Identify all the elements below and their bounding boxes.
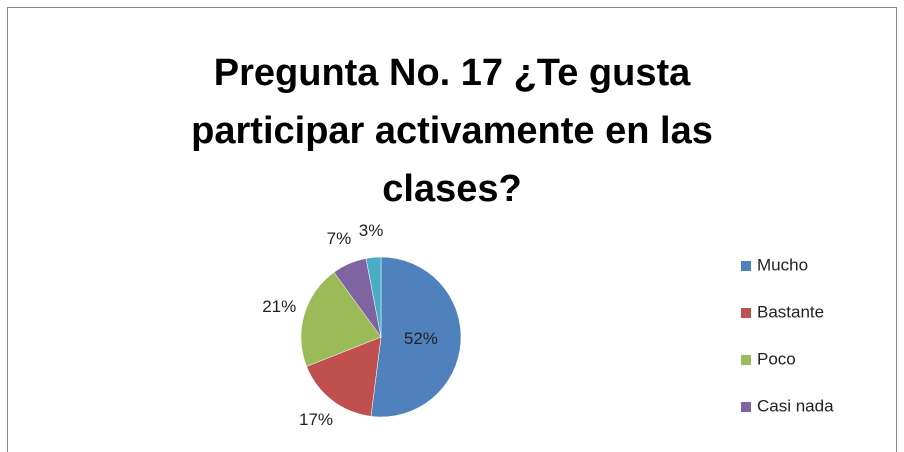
frame — [7, 7, 897, 452]
pie-slice — [365, 256, 382, 338]
pie-slice — [370, 256, 462, 418]
chart-title: Pregunta No. 17 ¿Te gusta participar act… — [191, 52, 713, 210]
legend-label: Bastante — [757, 302, 824, 321]
data-label: 21% — [262, 297, 296, 316]
legend-label: Poco — [757, 349, 796, 368]
pie-slice — [300, 271, 382, 367]
data-label: 52% — [404, 329, 438, 348]
legend-swatch — [741, 402, 751, 412]
legend-label: Mucho — [757, 255, 808, 274]
data-label: 3% — [359, 221, 384, 240]
data-label: 7% — [327, 229, 352, 248]
legend-swatch — [741, 261, 751, 271]
pie-slice — [306, 336, 382, 417]
data-label: 17% — [299, 410, 333, 429]
legend-label: Casi nada — [757, 396, 834, 415]
legend-swatch — [741, 355, 751, 365]
legend-swatch — [741, 308, 751, 318]
